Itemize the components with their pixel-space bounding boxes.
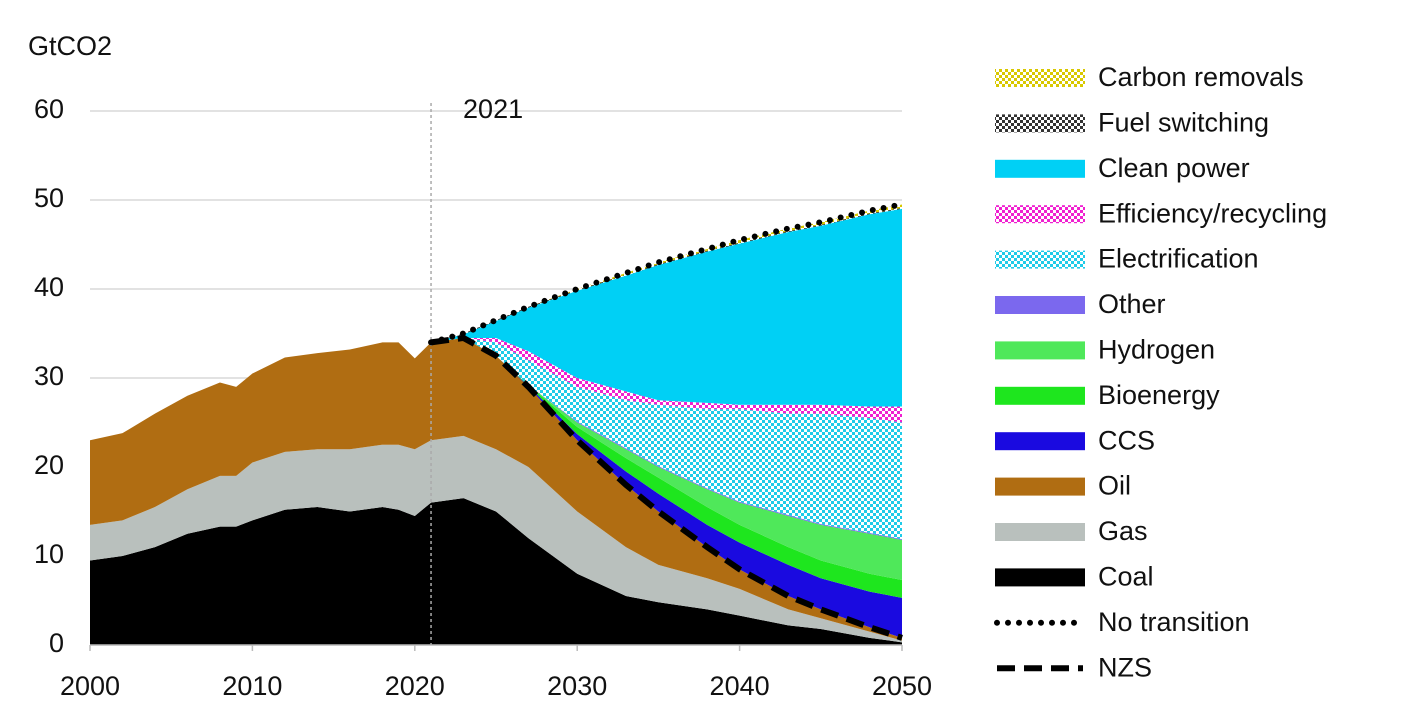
legend-label: Oil (1098, 471, 1131, 501)
legend-label: Clean power (1098, 153, 1250, 183)
legend-swatch (995, 250, 1085, 269)
y-tick-label: 40 (34, 272, 64, 302)
y-tick-label: 60 (34, 94, 64, 124)
legend-swatch (995, 205, 1085, 224)
area (90, 435, 902, 643)
area (90, 337, 902, 598)
area (90, 337, 902, 581)
legend-swatch (995, 477, 1085, 496)
x-tick-label: 2010 (222, 671, 282, 701)
legend-label: Gas (1098, 516, 1148, 546)
legend-label: CCS (1098, 425, 1155, 455)
area (90, 337, 902, 641)
x-tick-label: 2030 (547, 671, 607, 701)
y-tick-label: 30 (34, 361, 64, 391)
y-tick-label: 50 (34, 183, 64, 213)
legend-label: Carbon removals (1098, 62, 1304, 92)
legend-label: NZS (1098, 652, 1152, 682)
x-tick-label: 2020 (385, 671, 445, 701)
x-tick-label: 2050 (872, 671, 932, 701)
area (90, 337, 902, 540)
legend-swatch (995, 69, 1085, 87)
legend-label: Hydrogen (1098, 335, 1215, 365)
y-tick-label: 0 (49, 628, 64, 658)
y-axis-label: GtCO2 (28, 31, 112, 61)
legend-label: Coal (1098, 562, 1154, 592)
annotation: 2021 (463, 94, 523, 124)
legend-label: Other (1098, 289, 1166, 319)
legend-label: Fuel switching (1098, 108, 1269, 138)
legend-label: Bioenergy (1098, 380, 1220, 410)
legend-swatch (995, 432, 1085, 451)
legend-swatch (995, 159, 1085, 178)
y-tick-label: 20 (34, 450, 64, 480)
legend-swatch (995, 523, 1085, 541)
legend-swatch (995, 386, 1085, 405)
legend-label: Electrification (1098, 244, 1259, 274)
legend-swatch (995, 341, 1085, 360)
legend-swatch (995, 114, 1085, 133)
x-tick-label: 2040 (710, 671, 770, 701)
legend-swatch (995, 296, 1085, 314)
area (90, 208, 902, 441)
x-tick-label: 2000 (60, 671, 120, 701)
y-tick-label: 10 (34, 539, 64, 569)
line (430, 334, 903, 641)
area (90, 498, 902, 645)
area (90, 337, 902, 638)
legend-swatch (995, 568, 1085, 587)
legend-label: No transition (1098, 607, 1250, 637)
line (428, 201, 905, 346)
legend-label: Efficiency/recycling (1098, 198, 1327, 228)
